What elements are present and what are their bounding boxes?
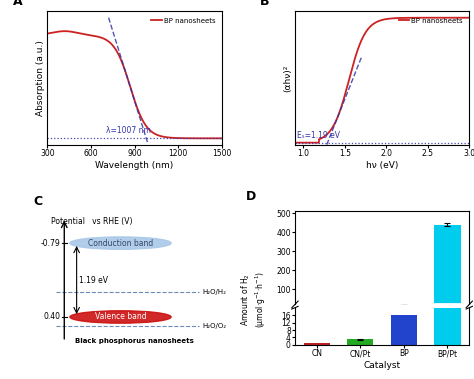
Text: H₂O/H₂: H₂O/H₂ — [202, 289, 226, 295]
Text: -0.79: -0.79 — [41, 239, 60, 247]
Bar — [434, 225, 461, 308]
BP nanosheets — [45, 31, 50, 36]
Text: Valence band: Valence band — [95, 312, 146, 321]
Y-axis label: (αhν)²: (αhν)² — [283, 64, 292, 92]
BP nanosheets — [466, 16, 472, 20]
BP nanosheets — [412, 16, 418, 20]
BP nanosheets — [310, 140, 316, 145]
Line: BP nanosheets: BP nanosheets — [295, 18, 469, 143]
BP nanosheets — [63, 29, 68, 33]
X-axis label: Wavelength (nm): Wavelength (nm) — [95, 161, 173, 170]
BP nanosheets — [121, 66, 127, 71]
Text: 0.40: 0.40 — [43, 312, 60, 321]
Text: Potential   vs RHE (V): Potential vs RHE (V) — [51, 217, 132, 226]
BP nanosheets — [181, 136, 186, 141]
Text: Amount of H$_2$
(μmol·g$^{-1}$·h$^{-1}$): Amount of H$_2$ (μmol·g$^{-1}$·h$^{-1}$) — [239, 271, 268, 328]
Text: λ=1007 nm: λ=1007 nm — [106, 126, 150, 135]
BP nanosheets — [431, 16, 437, 20]
Bar — [434, 0, 461, 345]
Text: B: B — [260, 0, 270, 8]
BP nanosheets — [219, 136, 225, 141]
Bar — [304, 343, 330, 345]
BP nanosheets — [292, 140, 298, 145]
BP nanosheets — [184, 136, 190, 141]
BP nanosheets — [363, 30, 368, 35]
BP nanosheets — [428, 16, 434, 20]
Text: 1.19 eV: 1.19 eV — [80, 276, 109, 285]
Text: Black phosphorus nanosheets: Black phosphorus nanosheets — [75, 338, 194, 343]
Text: A: A — [12, 0, 22, 8]
Text: H₂O/O₂: H₂O/O₂ — [202, 323, 226, 329]
Text: Eₛ=1.19 eV: Eₛ=1.19 eV — [297, 132, 340, 140]
Bar — [391, 315, 417, 345]
BP nanosheets — [115, 51, 121, 56]
Ellipse shape — [70, 311, 171, 323]
Bar — [391, 305, 417, 308]
BP nanosheets — [62, 29, 67, 33]
Legend: BP nanosheets: BP nanosheets — [396, 15, 466, 27]
BP nanosheets — [164, 135, 170, 139]
Text: C: C — [34, 195, 43, 208]
Y-axis label: Absorption (a.u.): Absorption (a.u.) — [36, 40, 45, 116]
X-axis label: hν (eV): hν (eV) — [366, 161, 398, 170]
Text: D: D — [246, 190, 256, 203]
Ellipse shape — [70, 237, 171, 249]
Line: BP nanosheets: BP nanosheets — [47, 31, 222, 138]
BP nanosheets — [369, 23, 374, 28]
X-axis label: Catalyst: Catalyst — [364, 361, 401, 370]
Text: Conduction band: Conduction band — [88, 239, 153, 247]
Legend: BP nanosheets: BP nanosheets — [148, 15, 218, 27]
Bar — [347, 339, 374, 345]
